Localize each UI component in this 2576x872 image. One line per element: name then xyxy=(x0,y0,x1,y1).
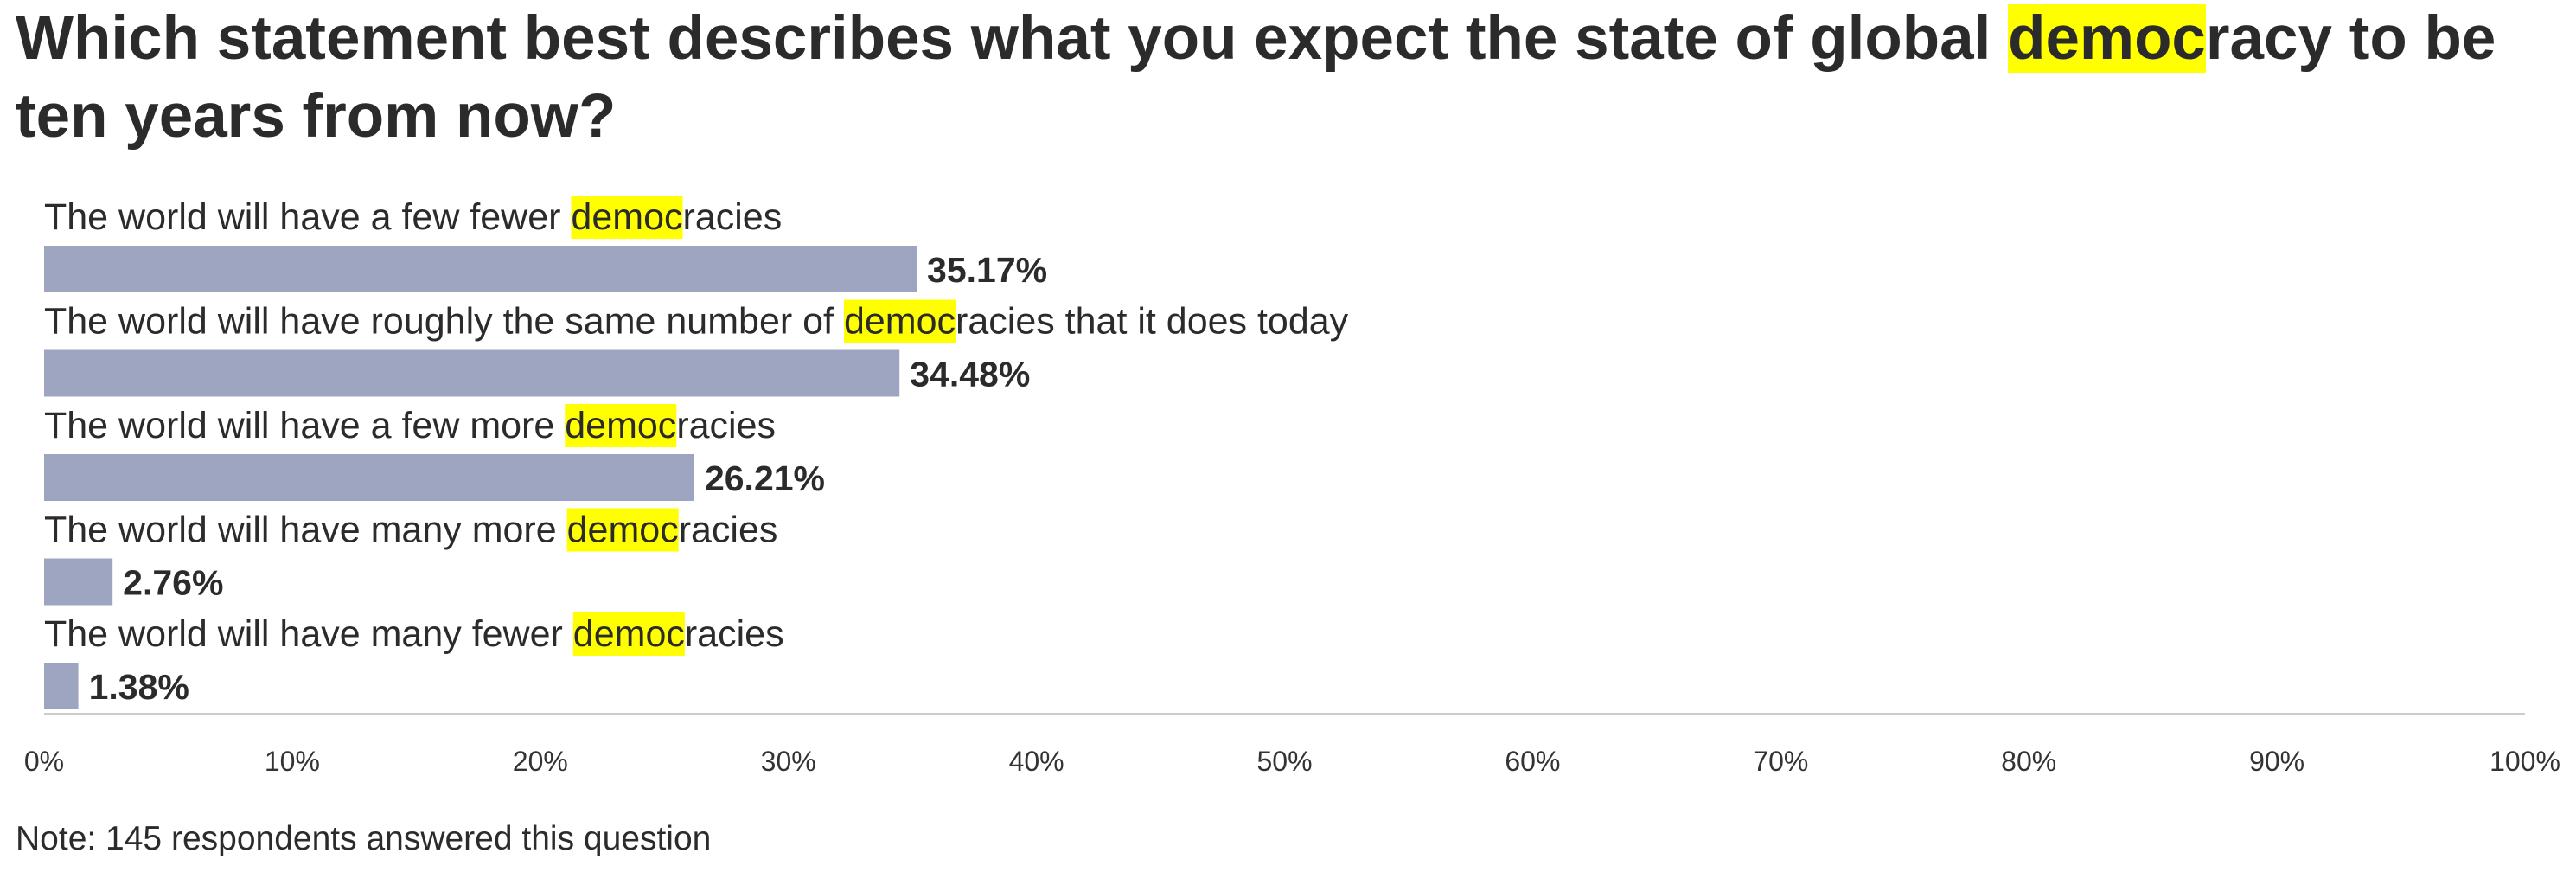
bar-row: The world will have a few more democraci… xyxy=(44,404,825,501)
bar xyxy=(44,454,694,501)
bars-layer: The world will have a few fewer democrac… xyxy=(44,196,1349,709)
bar-row: The world will have many more democracie… xyxy=(44,509,777,606)
bar-row: The world will have roughly the same num… xyxy=(44,300,1349,397)
x-tick-label: 10% xyxy=(265,746,320,777)
value-label: 35.17% xyxy=(927,250,1047,290)
x-tick-label: 60% xyxy=(1505,746,1560,777)
highlight-term: democ xyxy=(844,301,956,343)
x-tick-label: 30% xyxy=(761,746,816,777)
category-label: The world will have a few more democraci… xyxy=(44,405,776,446)
x-tick-label: 40% xyxy=(1009,746,1064,777)
bar xyxy=(44,663,79,709)
highlight-term: democ xyxy=(571,196,682,238)
value-label: 1.38% xyxy=(89,667,189,707)
bar-row: The world will have a few fewer democrac… xyxy=(44,196,1047,292)
category-label: The world will have many fewer democraci… xyxy=(44,613,784,655)
x-tick-label: 80% xyxy=(2001,746,2056,777)
category-label: The world will have a few fewer democrac… xyxy=(44,196,782,238)
x-tick-label: 90% xyxy=(2249,746,2304,777)
x-tick-label: 50% xyxy=(1256,746,1312,777)
x-tick-label: 70% xyxy=(1753,746,1808,777)
value-label: 34.48% xyxy=(910,355,1030,394)
highlight-term: democ xyxy=(565,405,676,446)
value-label: 26.21% xyxy=(705,458,825,498)
x-tick-label: 0% xyxy=(24,746,64,777)
bar-row: The world will have many fewer democraci… xyxy=(44,612,784,709)
x-axis-ticks: 0% 10% 20% 30% 40% 50% 60% 70% 80% 90% 100% xyxy=(24,746,2560,777)
category-label: The world will have many more democracie… xyxy=(44,510,777,551)
bar xyxy=(44,350,899,397)
bar-chart: The world will have a few fewer democrac… xyxy=(0,0,2576,805)
category-label: The world will have roughly the same num… xyxy=(44,301,1349,343)
footnote: Note: 145 respondents answered this ques… xyxy=(16,818,711,861)
x-tick-label: 100% xyxy=(2490,746,2560,777)
highlight-term: democ xyxy=(573,613,685,655)
value-label: 2.76% xyxy=(123,563,223,603)
bar xyxy=(44,559,112,606)
highlight-term: democ xyxy=(567,510,679,551)
bar xyxy=(44,246,917,292)
x-tick-label: 20% xyxy=(513,746,568,777)
